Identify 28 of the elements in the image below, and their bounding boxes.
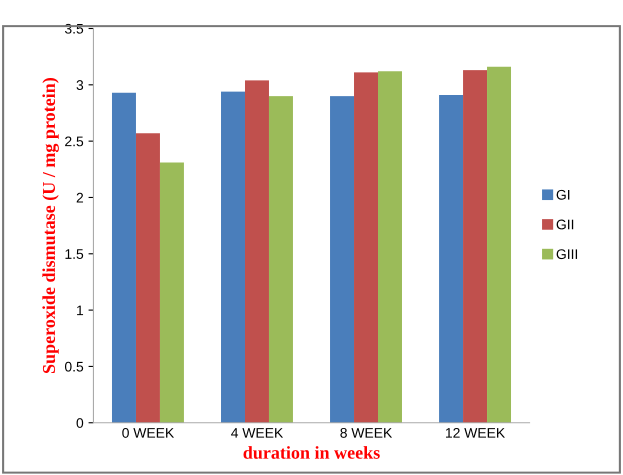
bar	[487, 66, 512, 423]
legend-label: GII	[556, 220, 574, 230]
bar	[268, 96, 293, 423]
y-tick-label: 2.5	[65, 136, 84, 146]
bar	[463, 70, 488, 423]
bar	[330, 96, 354, 423]
bar	[244, 80, 269, 423]
bar	[136, 133, 160, 423]
y-tick-label: 0	[76, 418, 84, 428]
bar	[378, 71, 402, 423]
y-tick-label: 1.5	[65, 249, 84, 259]
bar	[354, 72, 378, 423]
x-tick-label: 12 WEEK	[446, 428, 505, 438]
x-tick-label: 0 WEEK	[122, 428, 174, 438]
y-axis-title: Superoxide dismutase (U / mg protein)	[42, 78, 59, 374]
legend-label: GIII	[556, 249, 578, 260]
x-tick-label: 8 WEEK	[340, 428, 392, 438]
x-axis-title: duration in weeks	[244, 446, 380, 459]
y-tick-label: 0.5	[64, 362, 84, 372]
x-tick-label: 4 WEEK	[231, 428, 284, 438]
y-tick-label: 3	[76, 80, 84, 90]
bar	[112, 92, 136, 423]
legend-label: GI	[556, 190, 570, 200]
y-tick-label: 2	[76, 192, 84, 202]
bar	[439, 94, 464, 423]
bar	[160, 162, 184, 423]
bar	[221, 92, 245, 423]
y-tick-label: 1	[77, 306, 84, 316]
